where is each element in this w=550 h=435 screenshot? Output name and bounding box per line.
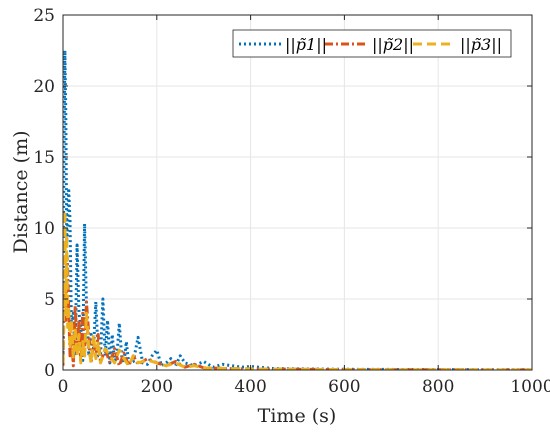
legend-label-p1: ||p̃1|| <box>285 35 327 54</box>
x-tick-label: 200 <box>141 377 173 397</box>
y-tick-label: 20 <box>33 77 55 97</box>
axis-ticks <box>62 14 533 371</box>
y-tick-labels: 0 5 10 15 20 25 <box>33 6 55 381</box>
y-tick-label: 10 <box>33 219 55 239</box>
x-tick-label: 400 <box>234 377 266 397</box>
y-tick-label: 15 <box>33 148 55 168</box>
legend-label-p2: ||p̃2|| <box>372 35 414 54</box>
x-tick-label: 1000 <box>510 377 550 397</box>
x-axis-title: Time (s) <box>258 405 337 427</box>
y-tick-label: 5 <box>44 290 55 310</box>
plot-frame <box>62 14 533 371</box>
x-tick-labels: 0 200 400 600 800 1000 <box>58 377 550 397</box>
x-tick-label: 600 <box>328 377 360 397</box>
y-axis-title: Distance (m) <box>10 130 32 253</box>
x-tick-label: 0 <box>58 377 69 397</box>
y-tick-label: 0 <box>44 361 55 381</box>
y-tick-label: 25 <box>33 6 55 26</box>
legend-label-p3: ||p̃3|| <box>460 35 502 54</box>
series-line-p1 <box>63 49 532 370</box>
legend: ||p̃1|| ||p̃2|| ||p̃3|| <box>232 29 512 58</box>
x-tick-label: 800 <box>422 377 454 397</box>
series-lines <box>63 49 532 370</box>
plot-area <box>63 15 532 370</box>
